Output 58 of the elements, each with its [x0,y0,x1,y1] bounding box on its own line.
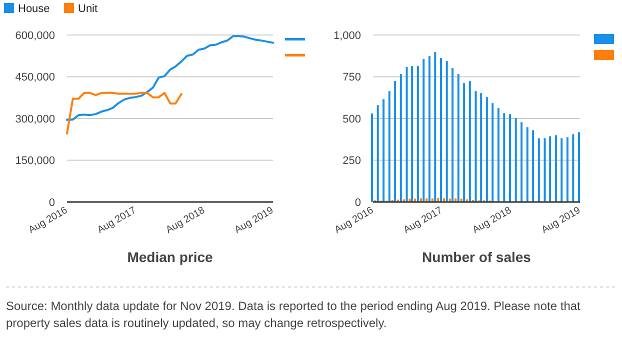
bar [428,56,430,202]
bar [457,74,460,202]
y-tick-label: 1,000 [333,30,361,42]
bar [434,52,436,202]
y-tick-label: 250 [342,155,361,168]
bar [400,74,402,202]
bar [544,138,546,202]
bar [468,81,471,202]
y-tick-label: 450,000 [15,72,55,84]
bar [572,134,574,202]
bar [486,97,488,202]
bar [538,138,540,202]
bar [452,68,454,202]
bar [503,113,506,202]
bar [492,103,494,202]
bar [416,66,419,202]
text: Median price [127,249,213,265]
bar [514,118,517,202]
bar [376,105,379,202]
x-tick-label: Aug 2019 [540,204,583,236]
bar [497,108,500,202]
bar [406,67,408,202]
legend-label: House [18,3,50,15]
bar [566,137,568,202]
bar [578,132,580,202]
y-tick-label: 150,000 [15,155,55,168]
bar [480,93,482,202]
bar [532,130,534,202]
y-tick-label: 600,000 [15,30,55,42]
x-tick-label: Aug 2017 [96,204,139,236]
y-tick-label: 750 [342,72,361,84]
bar [388,91,390,202]
text: Number of sales [422,249,532,265]
legend-label: Unit [78,3,98,15]
x-tick-label: Aug 2019 [232,204,276,236]
line-series [66,35,274,121]
bar [371,113,373,202]
bar [422,59,425,202]
bar [509,114,511,202]
bar [382,99,385,202]
source-note: Source: Monthly data update for Nov 2019. Data is reported to the period ending Aug 2019. Please note that property sales data is routinely updated, so may change retrospectively. [6,298,582,332]
y-tick-label: 500 [342,113,361,126]
bar [560,138,563,202]
bar [440,58,442,202]
bar [520,122,523,202]
bar [411,66,414,202]
bar [554,135,557,202]
x-tick-label: Aug 2017 [402,204,445,236]
bar [549,136,552,202]
x-tick-label: Aug 2018 [164,204,208,236]
bar [526,127,528,202]
bar [463,83,466,202]
x-tick-label: Aug 2018 [470,204,514,236]
y-tick-label: 300,000 [15,113,55,126]
bar [446,61,448,202]
line-series [66,92,182,135]
bar [394,81,396,202]
bar [474,91,477,202]
